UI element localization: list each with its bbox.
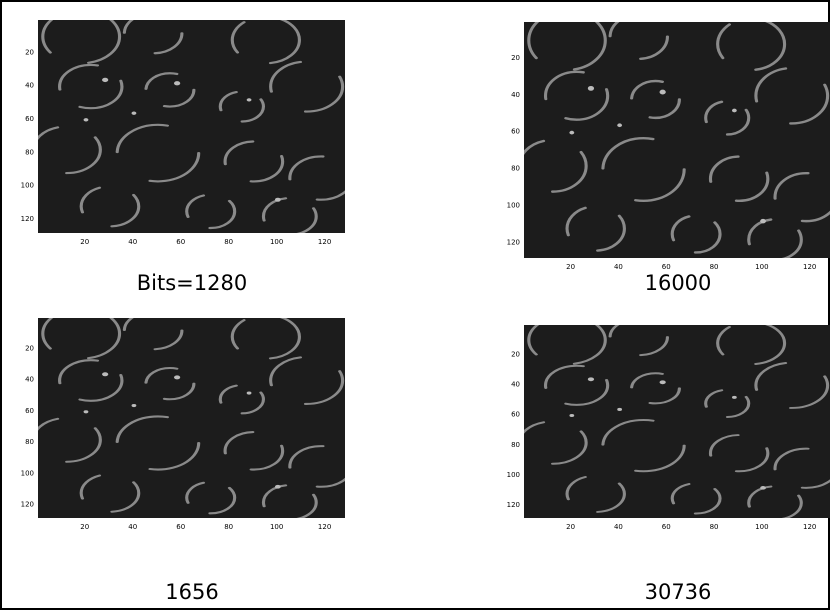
x-tick-label: 40 xyxy=(614,263,623,271)
y-tick-label: 40 xyxy=(511,381,520,389)
x-tick-label: 40 xyxy=(128,523,137,531)
x-tick-label: 60 xyxy=(176,238,185,246)
image-panel: 20 40 60 80 100 120 20 40 60 80 100 120 16000 xyxy=(507,11,830,295)
caption: 30736 xyxy=(645,580,712,604)
x-tick-label: 80 xyxy=(710,523,719,531)
y-tick-label: 120 xyxy=(507,501,520,509)
y-tick-label: 20 xyxy=(25,344,34,352)
image xyxy=(33,309,352,520)
y-tick-label: 100 xyxy=(507,201,520,209)
image xyxy=(33,10,352,235)
x-tick-label: 60 xyxy=(662,523,671,531)
figure: 20 40 60 80 100 120 20 40 60 80 100 120 Bits=1280 20 4… xyxy=(0,0,830,610)
y-tick-label: 40 xyxy=(25,82,34,90)
y-tick-label: 80 xyxy=(511,441,520,449)
caption: 1656 xyxy=(165,580,218,604)
y-tick-label: 60 xyxy=(511,411,520,419)
caption: Bits=1280 xyxy=(137,271,247,295)
y-tick-label: 100 xyxy=(21,182,34,190)
image xyxy=(519,11,830,260)
y-tick-label: 100 xyxy=(21,469,34,477)
page: {"panels": [ {"caption": "Bits=1280", "x… xyxy=(0,0,830,610)
x-tick-label: 120 xyxy=(803,523,816,531)
x-tick-label: 20 xyxy=(566,263,575,271)
x-tick-label: 100 xyxy=(270,523,283,531)
x-tick-label: 20 xyxy=(566,523,575,531)
y-tick-label: 40 xyxy=(25,376,34,384)
y-tick-label: 120 xyxy=(21,215,34,223)
x-tick-label: 40 xyxy=(128,238,137,246)
x-tick-label: 20 xyxy=(80,523,89,531)
x-tick-label: 100 xyxy=(270,238,283,246)
y-tick-label: 100 xyxy=(507,471,520,479)
y-tick-label: 60 xyxy=(25,115,34,123)
y-tick-label: 80 xyxy=(511,165,520,173)
y-tick-label: 80 xyxy=(25,148,34,156)
x-tick-label: 100 xyxy=(755,263,768,271)
y-tick-label: 20 xyxy=(511,350,520,358)
image xyxy=(519,316,830,520)
y-tick-label: 120 xyxy=(21,501,34,509)
y-tick-label: 80 xyxy=(25,438,34,446)
image-panel: 20 40 60 80 100 120 20 40 60 80 100 120 1656 xyxy=(21,309,353,604)
x-tick-label: 100 xyxy=(755,523,768,531)
x-tick-label: 80 xyxy=(224,523,233,531)
y-tick-label: 20 xyxy=(511,54,520,62)
x-tick-label: 120 xyxy=(803,263,816,271)
y-tick-label: 60 xyxy=(511,128,520,136)
y-tick-label: 20 xyxy=(25,48,34,56)
y-tick-label: 40 xyxy=(511,91,520,99)
x-tick-label: 120 xyxy=(318,523,331,531)
x-tick-label: 60 xyxy=(662,263,671,271)
image-panel: 20 40 60 80 100 120 20 40 60 80 100 120 30736 xyxy=(507,316,830,604)
caption: 16000 xyxy=(645,271,712,295)
x-tick-label: 20 xyxy=(80,238,89,246)
x-tick-label: 40 xyxy=(614,523,623,531)
y-tick-label: 60 xyxy=(25,407,34,415)
x-tick-label: 120 xyxy=(318,238,331,246)
x-tick-label: 60 xyxy=(176,523,185,531)
x-tick-label: 80 xyxy=(224,238,233,246)
x-tick-label: 80 xyxy=(710,263,719,271)
y-tick-label: 120 xyxy=(507,238,520,246)
image-panel: 20 40 60 80 100 120 20 40 60 80 100 120 Bits=1280 xyxy=(21,10,353,295)
